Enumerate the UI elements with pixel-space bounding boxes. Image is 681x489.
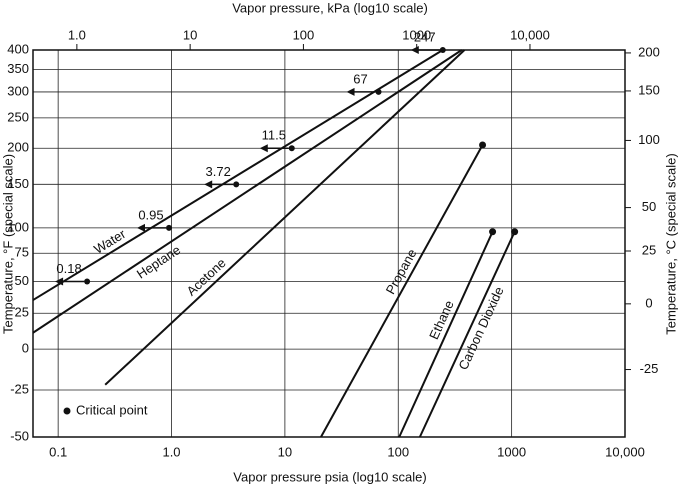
y2-tick-label: -25: [640, 361, 659, 376]
x-tick-label: 1.0: [162, 444, 180, 459]
plot-frame: [32, 49, 626, 438]
x2-tick-label: 100: [293, 27, 315, 42]
y-tick-label: 150: [7, 176, 29, 191]
x-tick-label: 10: [278, 444, 292, 459]
water-point-label: 0.95: [138, 207, 163, 222]
critical-point: [489, 228, 497, 236]
water-point: [233, 181, 240, 188]
x-tick-label: 100: [387, 444, 409, 459]
critical-point: [511, 228, 519, 236]
x2-tick-label: 10: [183, 27, 197, 42]
series-line: [418, 231, 516, 438]
top-axis-title: Vapor pressure, kPa (log10 scale): [232, 0, 428, 15]
legend-marker: [63, 407, 71, 415]
x-tick-label: 10,000: [605, 444, 645, 459]
y2-tick-label: 200: [638, 44, 660, 59]
series-line: [398, 231, 494, 438]
arrow-head: [136, 223, 145, 232]
water-point-label: 247: [414, 29, 436, 44]
y2-axis-title: Temperature, °C (special scale): [663, 153, 678, 335]
x2-tick-label: 10,000: [510, 27, 550, 42]
y-axis-title: Temperature, °F (special scale): [0, 154, 15, 334]
water-point: [165, 224, 172, 231]
arrow-head: [259, 144, 268, 153]
water-point: [439, 47, 446, 53]
arrow-head: [346, 87, 355, 96]
arrow-head: [410, 46, 419, 54]
water-point: [375, 88, 382, 95]
y2-tick-label: 100: [638, 132, 660, 147]
x-tick-label: 0.1: [49, 444, 67, 459]
y-tick-label: 25: [15, 305, 29, 320]
y-tick-label: 0: [22, 341, 29, 356]
series-line: [320, 144, 484, 438]
water-point-label: 0.18: [56, 261, 81, 276]
y-tick-label: 300: [7, 83, 29, 98]
series-line: [104, 49, 466, 386]
y-tick-label: 100: [7, 219, 29, 234]
arrow-head: [204, 180, 213, 189]
y-tick-label: 75: [15, 245, 29, 260]
y2-tick-label: 150: [638, 82, 660, 97]
y2-tick-label: 50: [642, 199, 656, 214]
arrow-head: [55, 277, 64, 286]
x-axis-title: Vapor pressure psia (log10 scale): [233, 469, 426, 484]
water-point-label: 11.5: [262, 128, 286, 143]
water-point: [288, 145, 295, 152]
y2-tick-label: 25: [642, 242, 656, 257]
x-tick-label: 1000: [497, 444, 526, 459]
legend-label: Critical point: [76, 402, 148, 417]
series-line: [32, 49, 463, 334]
y2-tick-label: 0: [645, 295, 652, 310]
y-tick-label: 200: [7, 140, 29, 155]
water-point: [84, 278, 91, 285]
y-tick-label: -25: [10, 381, 29, 396]
water-point-label: 67: [353, 71, 367, 86]
y-tick-label: 50: [15, 273, 29, 288]
x2-tick-label: 1000: [402, 27, 431, 42]
y-tick-label: -50: [10, 428, 29, 443]
y-tick-label: 250: [7, 109, 29, 124]
critical-point: [479, 141, 487, 149]
y-tick-label: 350: [7, 61, 29, 76]
y-tick-label: 400: [7, 41, 29, 56]
x2-tick-label: 1.0: [68, 27, 86, 42]
water-point-label: 3.72: [206, 164, 231, 179]
